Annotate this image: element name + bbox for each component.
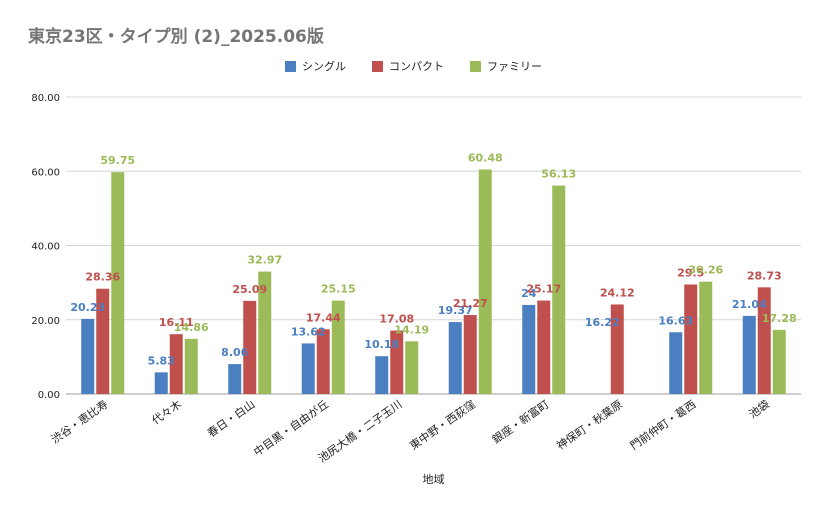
bar[interactable] [405, 341, 419, 394]
data-label: 8.06 [221, 346, 248, 359]
bar[interactable] [463, 315, 477, 394]
legend-label-compact: コンパクト [389, 60, 444, 73]
legend-item-compact: コンパクト [372, 58, 444, 74]
data-label: 29.5 [677, 266, 704, 279]
bar[interactable] [154, 372, 168, 394]
data-label: 17.44 [306, 311, 341, 324]
data-label: 17.08 [379, 313, 414, 326]
data-label: 24.12 [600, 286, 635, 299]
x-tick-label: 代々木 [149, 398, 183, 428]
data-label: 28.36 [85, 271, 120, 284]
data-label: 14.86 [174, 321, 209, 334]
data-label: 10.18 [364, 338, 399, 351]
bar[interactable] [699, 281, 713, 394]
bar[interactable] [669, 332, 683, 394]
data-label: 25.15 [321, 283, 356, 296]
data-label: 16.63 [658, 314, 693, 327]
legend-swatch-compact [372, 60, 383, 72]
data-label: 16.11 [159, 316, 194, 329]
data-label: 21.27 [453, 297, 488, 310]
bar[interactable] [610, 304, 624, 394]
bar[interactable] [111, 172, 125, 394]
bar[interactable] [742, 315, 756, 394]
bar[interactable] [522, 304, 536, 394]
data-label: 30.26 [688, 264, 723, 277]
bar[interactable] [448, 322, 462, 394]
data-label: 13.62 [291, 325, 326, 338]
x-tick-label: 銀座・新富町 [489, 397, 551, 446]
legend-swatch-family [470, 60, 481, 72]
y-tick-label: 20.00 [31, 316, 60, 327]
bar[interactable] [96, 288, 110, 394]
data-label: 24 [521, 287, 537, 300]
legend-label-family: ファミリー [487, 60, 542, 73]
y-tick-label: 80.00 [31, 93, 60, 104]
bar[interactable] [184, 338, 198, 394]
y-tick-label: 60.00 [31, 167, 60, 178]
legend-item-single: シングル [285, 58, 346, 74]
x-tick-label: 神保町・秋葉原 [554, 397, 625, 453]
legend-item-family: ファミリー [470, 58, 542, 74]
x-tick-label: 東中野・西荻窪 [407, 397, 478, 453]
bar[interactable] [169, 334, 183, 394]
y-tick-label: 0.00 [38, 390, 60, 401]
data-label: 56.13 [541, 168, 576, 181]
data-label: 32.97 [247, 254, 282, 267]
x-tick-label: 門前仲町・葛西 [627, 397, 698, 453]
data-label: 17.28 [762, 312, 797, 325]
bar[interactable] [478, 169, 492, 394]
legend-swatch-single [285, 60, 296, 72]
data-label: 14.19 [394, 323, 429, 336]
x-tick-label: 池袋 [746, 397, 772, 421]
x-axis-title: 地域 [423, 473, 445, 486]
bar[interactable] [684, 284, 698, 394]
bar[interactable] [375, 356, 389, 394]
chart-title: 東京23区・タイプ別 (2)_2025.06版 [28, 27, 324, 47]
bar[interactable] [772, 329, 786, 394]
bar[interactable] [390, 330, 404, 394]
data-label: 25.09 [232, 283, 267, 296]
bar[interactable] [301, 343, 315, 394]
data-label: 5.83 [148, 354, 175, 367]
y-tick-label: 40.00 [31, 242, 60, 253]
data-label: 21.04 [732, 298, 767, 311]
legend-label-single: シングル [302, 60, 346, 73]
x-tick-label: 中目黒・自由が丘 [251, 397, 331, 459]
data-label: 19.37 [438, 304, 473, 317]
data-label: 25.17 [526, 283, 561, 296]
bar[interactable] [243, 300, 257, 394]
bar[interactable] [331, 300, 345, 394]
chart-legend: シングル コンパクト ファミリー [0, 58, 827, 74]
bar[interactable] [552, 185, 566, 394]
data-label: 16.22 [585, 316, 620, 329]
bar[interactable] [537, 300, 551, 394]
bar[interactable] [81, 318, 95, 394]
bar[interactable] [258, 271, 272, 394]
x-tick-label: 春日・白山 [204, 397, 257, 440]
data-label: 20.23 [70, 301, 105, 314]
data-label: 59.75 [100, 154, 135, 167]
bar[interactable] [228, 364, 242, 394]
data-label: 60.48 [468, 151, 503, 164]
bar[interactable] [316, 329, 330, 394]
x-tick-label: 渋谷・恵比寿 [48, 397, 110, 446]
data-label: 28.73 [747, 269, 782, 282]
bar[interactable] [757, 287, 771, 394]
